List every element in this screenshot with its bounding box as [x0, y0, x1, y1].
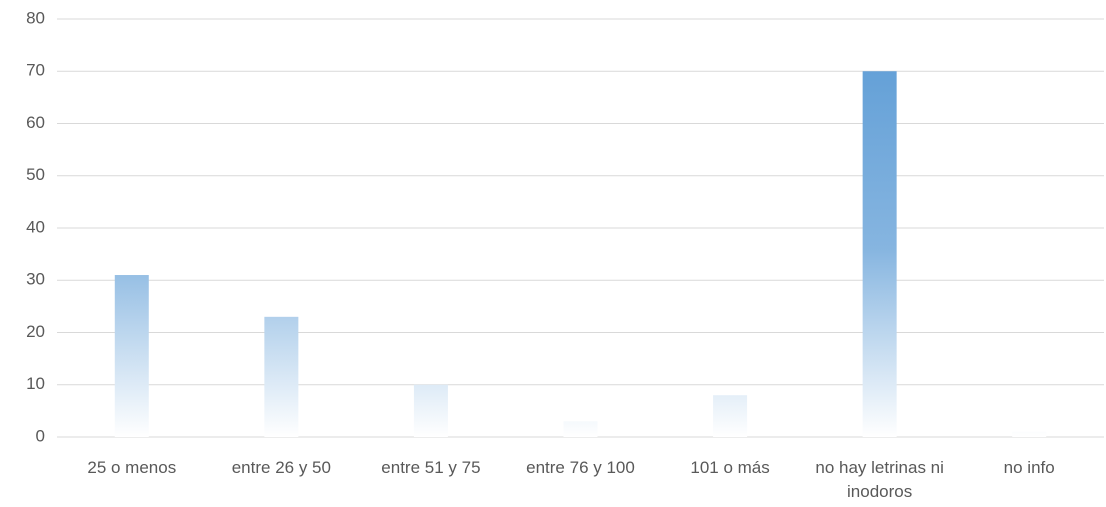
x-tick-label: 101 o más — [690, 458, 770, 477]
bar — [862, 71, 897, 437]
x-tick-label: entre 76 y 100 — [526, 458, 635, 477]
bar — [1012, 431, 1047, 437]
x-tick-label: no info — [1003, 458, 1055, 477]
x-tick-label: no hay letrinas ni inodoros — [815, 458, 944, 501]
y-tick-label: 70 — [26, 61, 45, 80]
x-tick-label: 25 o menos — [87, 458, 177, 477]
bar — [713, 395, 748, 437]
y-tick-label: 60 — [26, 113, 45, 132]
y-tick-label: 50 — [26, 165, 45, 184]
y-tick-label: 30 — [26, 270, 45, 289]
bar — [264, 316, 299, 437]
bar — [563, 421, 598, 437]
y-tick-label: 20 — [26, 322, 45, 341]
x-tick-label: entre 51 y 75 — [381, 458, 481, 477]
x-tick-label: entre 26 y 50 — [231, 458, 331, 477]
bar — [413, 384, 448, 437]
y-tick-label: 0 — [36, 426, 45, 445]
bar — [114, 275, 149, 437]
y-tick-label: 10 — [26, 374, 45, 393]
y-tick-label: 40 — [26, 217, 45, 236]
y-tick-label: 80 — [26, 8, 45, 27]
